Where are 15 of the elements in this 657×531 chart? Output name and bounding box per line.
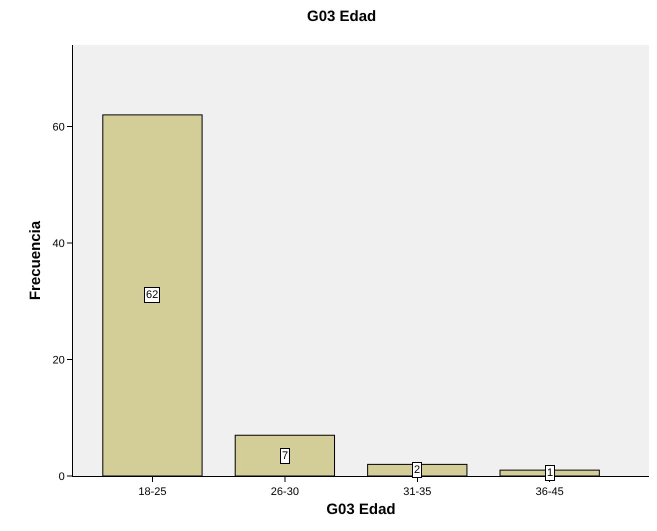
x-tick-label: 26-30 (270, 486, 299, 498)
data-label: 1 (547, 467, 554, 479)
x-tick-label: 36-45 (536, 486, 564, 498)
y-tick-label: 0 (58, 470, 65, 483)
x-axis-title: G03 Edad (326, 501, 396, 518)
y-tick-label: 40 (52, 238, 65, 250)
y-axis-title: Frecuencia (26, 220, 44, 300)
x-tick-label: 18-25 (138, 486, 167, 498)
y-tick-label: 20 (52, 354, 65, 366)
data-label: 62 (146, 289, 158, 301)
data-label: 7 (282, 450, 288, 462)
x-tick-label: 31-35 (403, 486, 432, 498)
chart-title: G03 Edad (307, 8, 376, 26)
y-tick-label: 60 (52, 121, 65, 134)
data-label: 2 (414, 464, 420, 476)
